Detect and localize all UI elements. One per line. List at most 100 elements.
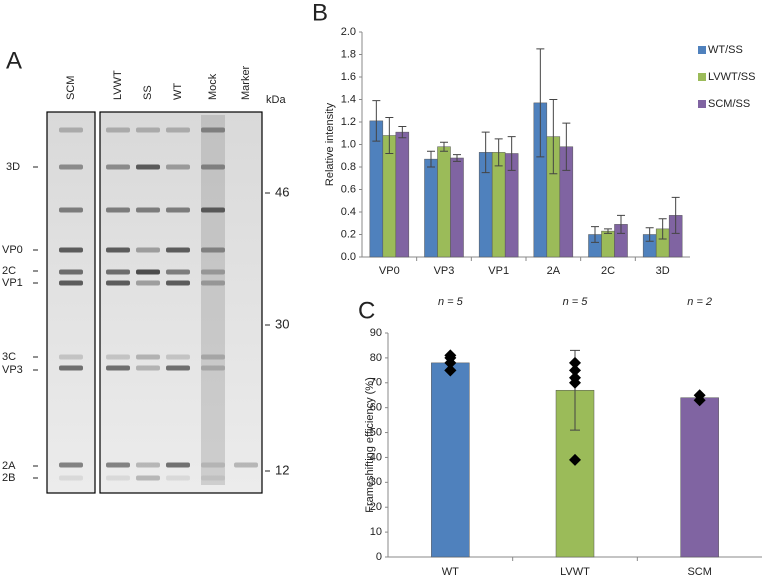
error-bar [398,126,407,139]
gel-band [201,127,225,133]
error-bar [658,218,667,240]
y-tick-label: 70 [370,377,382,389]
error-bar [671,196,680,234]
bar [395,131,410,258]
band-label: 3C [2,351,16,363]
unit-label: kDa [266,94,286,106]
data-point [569,453,581,466]
gel-band [234,462,258,468]
gel-band [201,164,225,170]
y-tick-label: 10 [370,526,382,538]
gel-band [166,475,190,481]
y-tick-label: 60 [370,402,382,414]
y-tick-label: 90 [370,327,382,339]
band-label: VP0 [2,244,23,256]
gel-band [106,247,130,253]
error-bar [645,227,654,242]
error-bar [591,226,599,243]
y-tick-label: 20 [370,501,382,513]
gel-band [59,462,83,468]
bar [601,230,615,258]
error-bar [604,228,612,234]
gel-band [106,462,130,468]
y-tick-label: 1.0 [341,138,356,150]
gel-band [106,269,130,275]
annotation: n = 5 [563,296,589,308]
error-bar [440,141,448,152]
gel-band [166,365,190,371]
data-point [569,364,581,377]
gel-band [201,365,225,371]
data-point [444,356,457,369]
legend-label: LVWT/SS [708,71,755,83]
gel-band [166,164,190,170]
marker-label: 12 [275,462,289,477]
lane-label: Marker [240,65,252,100]
y-tick-label: 0.0 [341,251,356,263]
legend-label: SCM/SS [708,98,750,110]
y-tick-label: 0.4 [341,206,356,218]
band-label: 2A [2,460,16,472]
y-tick-label: 0.2 [341,228,356,240]
gel-band [166,247,190,253]
x-tick-label: VP1 [488,265,509,277]
x-tick-label: VP0 [379,265,400,277]
gel-band [59,207,83,213]
error-bar [617,214,625,234]
bar [450,157,464,258]
x-tick-label: SCM [687,566,711,578]
gel-band [106,354,130,360]
error-bar [494,138,503,167]
lane-label: Mock [207,73,219,100]
gel-box [46,111,96,494]
gel-band [106,127,130,133]
gel-band [136,365,160,371]
y-tick-label: 0.8 [341,161,356,173]
gel-band [166,354,190,360]
gel-band [106,164,130,170]
error-bar [536,48,545,158]
band-label: 2B [2,472,15,484]
lane-label: WT [172,83,184,100]
gel-band [136,207,160,213]
gel-band [59,247,83,253]
gel-box [99,111,263,494]
gel-band [166,462,190,468]
annotation: n = 5 [438,296,464,308]
error-bar [481,131,490,174]
x-tick-label: 3D [656,265,670,277]
error-bar [385,117,394,154]
bar [424,158,438,258]
y-axis-label: Frameshifting efficiency (%) [364,377,376,513]
band-label: 3D [6,161,20,173]
bar [431,362,470,558]
y-tick-label: 0 [376,551,382,563]
panel-label: A [6,47,22,74]
error-bar [372,100,381,142]
gel-smear [201,115,225,485]
gel-band [59,127,83,133]
error-bar [549,99,558,175]
gel-band [166,207,190,213]
x-tick-label: 2C [601,265,615,277]
gel-band [59,280,83,286]
band-label: 2C [2,265,16,277]
x-tick-label: 2A [547,265,561,277]
lane-label: SS [142,85,154,100]
y-axis-label: Relative intensity [324,102,336,186]
gel-band [59,475,83,481]
gel-band [106,207,130,213]
y-tick-label: 1.4 [341,93,356,105]
y-tick-label: 40 [370,451,382,463]
gel-band [136,462,160,468]
annotation: n = 2 [687,296,712,308]
gel-band [201,354,225,360]
y-tick-label: 1.8 [341,48,356,60]
gel-band [59,164,83,170]
gel-band [166,280,190,286]
gel-band [201,269,225,275]
gel-band [106,365,130,371]
gel-band [201,247,225,253]
marker-label: 46 [275,184,289,199]
